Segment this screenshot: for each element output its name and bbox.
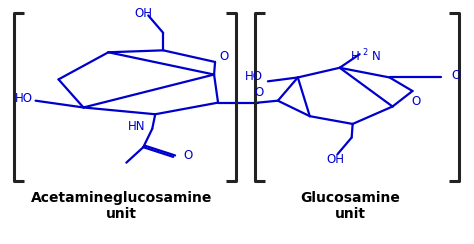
Text: O: O <box>219 50 228 63</box>
Text: H: H <box>351 50 360 63</box>
Text: O: O <box>183 149 193 163</box>
Text: O: O <box>452 69 461 81</box>
Text: OH: OH <box>135 7 153 20</box>
Text: Acetamineglucosamine
unit: Acetamineglucosamine unit <box>30 191 212 221</box>
Text: 2: 2 <box>362 48 367 57</box>
Text: O: O <box>254 86 264 99</box>
Text: O: O <box>411 95 421 108</box>
Text: OH: OH <box>326 153 344 166</box>
Text: HN: HN <box>128 120 145 133</box>
Text: HO: HO <box>245 70 263 83</box>
Text: N: N <box>372 50 380 63</box>
Text: HO: HO <box>15 92 33 105</box>
Text: Glucosamine
unit: Glucosamine unit <box>301 191 401 221</box>
